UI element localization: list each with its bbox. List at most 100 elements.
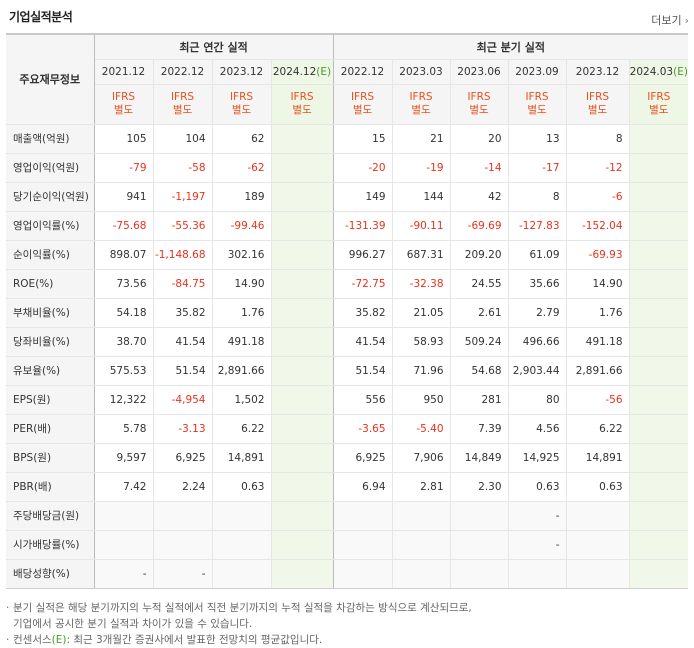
period-header: 2023.09 (508, 59, 567, 85)
annual-cell: 35.82 (153, 297, 213, 328)
table-row: EPS(원) 12,322 -4,954 1,502 556 950 281 80 -56 (6, 384, 689, 415)
ifrs-label: IFRS (467, 91, 491, 103)
quarter-cell: -17 (508, 153, 567, 183)
annual-cell: -1,197 (153, 182, 213, 212)
quarter-cell: 61.09 (508, 240, 567, 270)
more-link[interactable]: 더보기 › (651, 12, 689, 28)
annual-cell: 62 (212, 124, 272, 154)
footnote-consensus-text: : 최근 3개월간 증권사에서 발표한 전망치의 평균값입니다. (66, 634, 323, 646)
quarter-cell (629, 414, 689, 444)
row-label-header: 주요재무정보 (6, 33, 95, 125)
annual-cell: 575.53 (94, 356, 154, 386)
quarter-cell: 144 (392, 182, 451, 212)
period-label: 2024.03 (629, 65, 674, 78)
ifrs-basis-header: IFRS 별도 (94, 84, 154, 125)
annual-cell: -3.13 (153, 414, 213, 444)
quarter-cell: 6.94 (333, 472, 393, 502)
table-row: 배당성향(%) - - (6, 559, 689, 589)
period-header: 2022.12 (333, 59, 393, 85)
quarter-cell (450, 500, 509, 531)
annual-cell: -84.75 (153, 269, 213, 299)
quarter-cell: 496.66 (508, 327, 567, 357)
quarter-cell (629, 153, 689, 183)
ifrs-basis-header: IFRS 별도 (153, 84, 213, 125)
quarter-cell: 24.55 (450, 269, 509, 299)
quarter-cell: 7,906 (392, 443, 451, 473)
row-label: 부채비율(%) (6, 297, 95, 328)
annual-cell (271, 443, 334, 473)
estimate-mark: (E) (673, 65, 688, 78)
section-title: 기업실적분석 (9, 10, 73, 24)
period-header: 2023.03 (392, 59, 451, 85)
standalone-label: 별도 (649, 104, 669, 116)
annual-group-header: 최근 연간 실적 (94, 33, 334, 60)
quarter-cell: 491.18 (566, 327, 630, 357)
quarter-cell: 2.30 (450, 472, 509, 502)
table-row: 부채비율(%) 54.18 35.82 1.76 35.82 21.05 2.61 2.79 1… (6, 297, 689, 328)
annual-cell: 38.70 (94, 327, 154, 357)
annual-cell: - (94, 559, 154, 589)
ifrs-basis-header: IFRS 별도 (450, 84, 509, 125)
table-row: 순이익률(%) 898.07 -1,148.68 302.16 996.27 687.31… (6, 240, 689, 270)
table-row: 유보율(%) 575.53 51.54 2,891.66 51.54 71.96 54.68… (6, 356, 689, 386)
ifrs-basis-header: IFRS 별도 (333, 84, 393, 125)
quarter-cell: 20 (450, 124, 509, 154)
quarter-cell (629, 356, 689, 386)
quarter-cell (629, 124, 689, 154)
quarter-cell: -131.39 (333, 210, 393, 241)
row-label: 배당성향(%) (6, 559, 95, 589)
quarter-cell: 1.76 (566, 297, 630, 328)
row-label: ROE(%) (6, 269, 95, 299)
annual-cell: -4,954 (153, 384, 213, 415)
standalone-label: 별도 (411, 104, 431, 116)
quarter-cell: 14,849 (450, 443, 509, 473)
quarter-cell: 6.22 (566, 414, 630, 444)
footnote-line-2: 기업에서 공시한 분기 실적과 차이가 있을 수 있습니다. (13, 618, 253, 630)
quarter-cell: 13 (508, 124, 567, 154)
quarter-cell: 71.96 (392, 356, 451, 386)
quarter-cell: -72.75 (333, 269, 393, 299)
ifrs-label: IFRS (409, 91, 433, 103)
quarter-cell: 2,891.66 (566, 356, 630, 386)
quarter-cell: -14 (450, 153, 509, 183)
ifrs-basis-header: IFRS 별도 (271, 84, 334, 125)
quarter-cell (629, 210, 689, 241)
period-header: 2023.12 (566, 59, 630, 85)
quarter-cell (392, 559, 451, 589)
footnote-quarterly: · 분기 실적은 해당 분기까지의 누적 실적에서 직전 분기까지의 누적 실적… (6, 600, 688, 632)
quarter-cell (629, 472, 689, 502)
table-row: 영업이익률(%) -75.68 -55.36 -99.46 -131.39 -90.11-… (6, 210, 689, 241)
quarter-cell: 42 (450, 182, 509, 212)
period-label: 2024.12 (272, 65, 317, 78)
annual-cell: 5.78 (94, 414, 154, 444)
quarter-cell: 8 (566, 124, 630, 154)
quarter-cell: -20 (333, 153, 393, 183)
annual-cell: 51.54 (153, 356, 213, 386)
ifrs-basis-header: IFRS 별도 (629, 84, 689, 125)
quarter-cell: 2.81 (392, 472, 451, 502)
quarter-cell: 80 (508, 384, 567, 415)
quarter-cell: 8 (508, 182, 567, 212)
annual-cell: - (153, 559, 213, 589)
table-row: BPS(원) 9,597 6,925 14,891 6,925 7,906 14,849 14… (6, 443, 689, 473)
row-label: 당좌비율(%) (6, 327, 95, 357)
quarter-cell (566, 559, 630, 589)
annual-cell: -1,148.68 (153, 240, 213, 270)
quarter-cell: 58.93 (392, 327, 451, 357)
ifrs-label: IFRS (350, 91, 375, 103)
quarter-cell (333, 559, 393, 589)
annual-cell: 54.18 (94, 297, 154, 328)
quarter-cell (629, 559, 689, 589)
footnote-line-1: 분기 실적은 해당 분기까지의 누적 실적에서 직전 분기까지의 누적 실적을 … (13, 602, 472, 614)
ifrs-label: IFRS (525, 91, 549, 103)
standalone-label: 별도 (587, 104, 608, 116)
annual-cell: 2,891.66 (212, 356, 272, 386)
annual-cell (271, 384, 334, 415)
annual-cell: 6.22 (212, 414, 272, 444)
quarter-cell: -56 (566, 384, 630, 415)
quarter-cell: 14,891 (566, 443, 630, 473)
ifrs-label: IFRS (111, 91, 136, 103)
ifrs-basis-header: IFRS 별도 (212, 84, 272, 125)
annual-cell (271, 500, 334, 531)
annual-cell: 73.56 (94, 269, 154, 299)
